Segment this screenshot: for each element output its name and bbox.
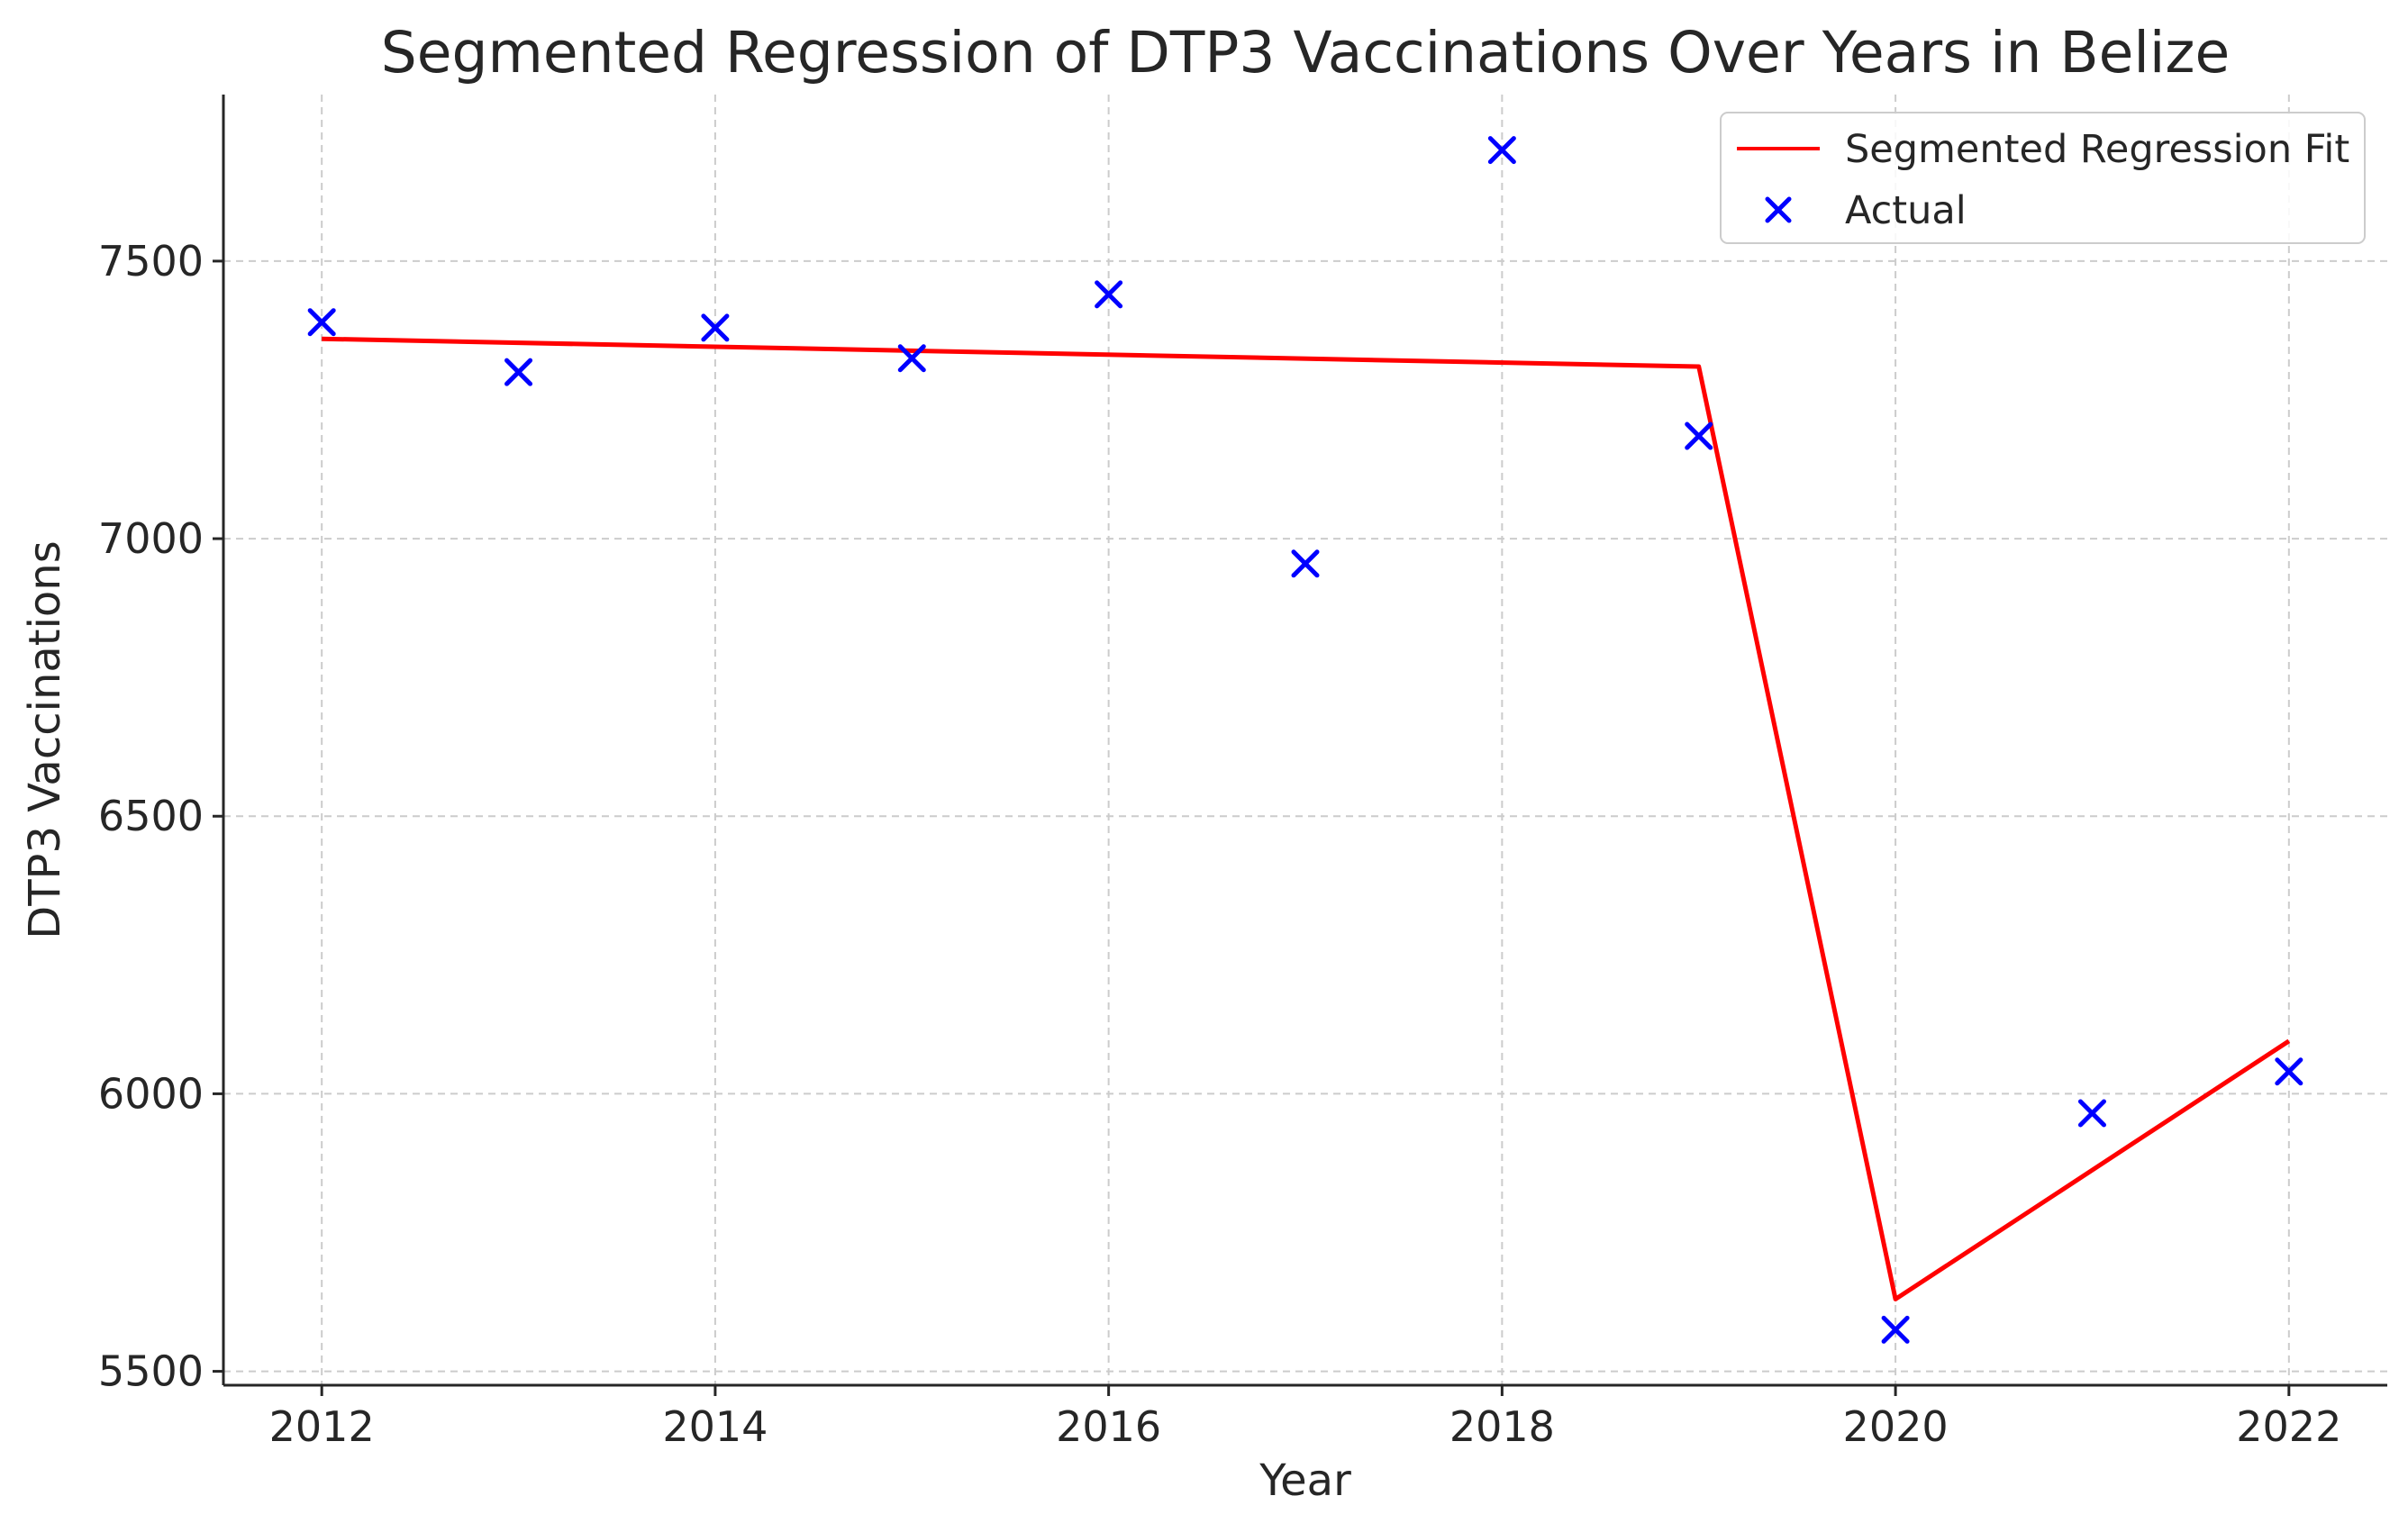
- y-tick-label: 7000: [98, 514, 204, 563]
- actual-point-stroke: [701, 313, 730, 342]
- actual-point-stroke: [2077, 1099, 2106, 1128]
- x-tick-label: 2016: [1056, 1402, 1161, 1451]
- regression-fit-line: [322, 336, 2291, 1301]
- legend-label-actual: Actual: [1845, 188, 1967, 233]
- legend-box: [1720, 112, 2366, 244]
- actual-point: [1685, 422, 1713, 450]
- x-tick-label: 2022: [2236, 1402, 2341, 1451]
- actual-point: [897, 344, 926, 373]
- y-tick-label: 6500: [98, 792, 204, 840]
- series: [307, 136, 2304, 1344]
- x-axis-label: Year: [1259, 1455, 1351, 1506]
- actual-point: [1095, 280, 1123, 309]
- y-tick-label: 7500: [98, 237, 204, 286]
- y-tick-label: 6000: [98, 1069, 204, 1118]
- x-tick-label: 2018: [1449, 1402, 1555, 1451]
- actual-point-stroke: [897, 344, 926, 373]
- actual-point: [307, 308, 336, 337]
- actual-point: [2077, 1099, 2106, 1128]
- actual-point-stroke: [2275, 1057, 2304, 1086]
- chart-title: Segmented Regression of DTP3 Vaccination…: [381, 20, 2230, 86]
- y-tick-label: 5500: [98, 1347, 204, 1396]
- actual-point-stroke: [307, 308, 336, 337]
- grid: [223, 95, 2387, 1385]
- x-tick-label: 2020: [1843, 1402, 1949, 1451]
- actual-point-stroke: [1881, 1315, 1910, 1344]
- actual-point: [2275, 1057, 2304, 1086]
- actual-point-stroke: [1685, 422, 1713, 450]
- x-tick-label: 2014: [662, 1402, 768, 1451]
- actual-point: [701, 313, 730, 342]
- x-axis-ticks: 2012 2014 2016 2018 2020 2022: [269, 1385, 2341, 1451]
- actual-point: [1291, 549, 1320, 578]
- actual-point: [1487, 136, 1516, 165]
- actual-point-stroke: [1487, 136, 1516, 165]
- x-tick-label: 2012: [269, 1402, 375, 1451]
- legend-label-fit: Segmented Regression Fit: [1845, 127, 2349, 172]
- legend-x-marker-swatch: [1765, 196, 1792, 223]
- legend-x-stroke: [1765, 196, 1792, 223]
- legend: Segmented Regression Fit Actual: [1720, 112, 2366, 244]
- y-axis-label: DTP3 Vaccinations: [20, 540, 70, 938]
- actual-point-stroke: [504, 358, 533, 386]
- y-axis-ticks: 5500 6000 6500 7000 7500: [98, 237, 223, 1396]
- actual-point: [1881, 1315, 1910, 1344]
- actual-point: [504, 358, 533, 386]
- axes: [222, 95, 2387, 1387]
- actual-point-stroke: [1291, 549, 1320, 578]
- actual-point-stroke: [1095, 280, 1123, 309]
